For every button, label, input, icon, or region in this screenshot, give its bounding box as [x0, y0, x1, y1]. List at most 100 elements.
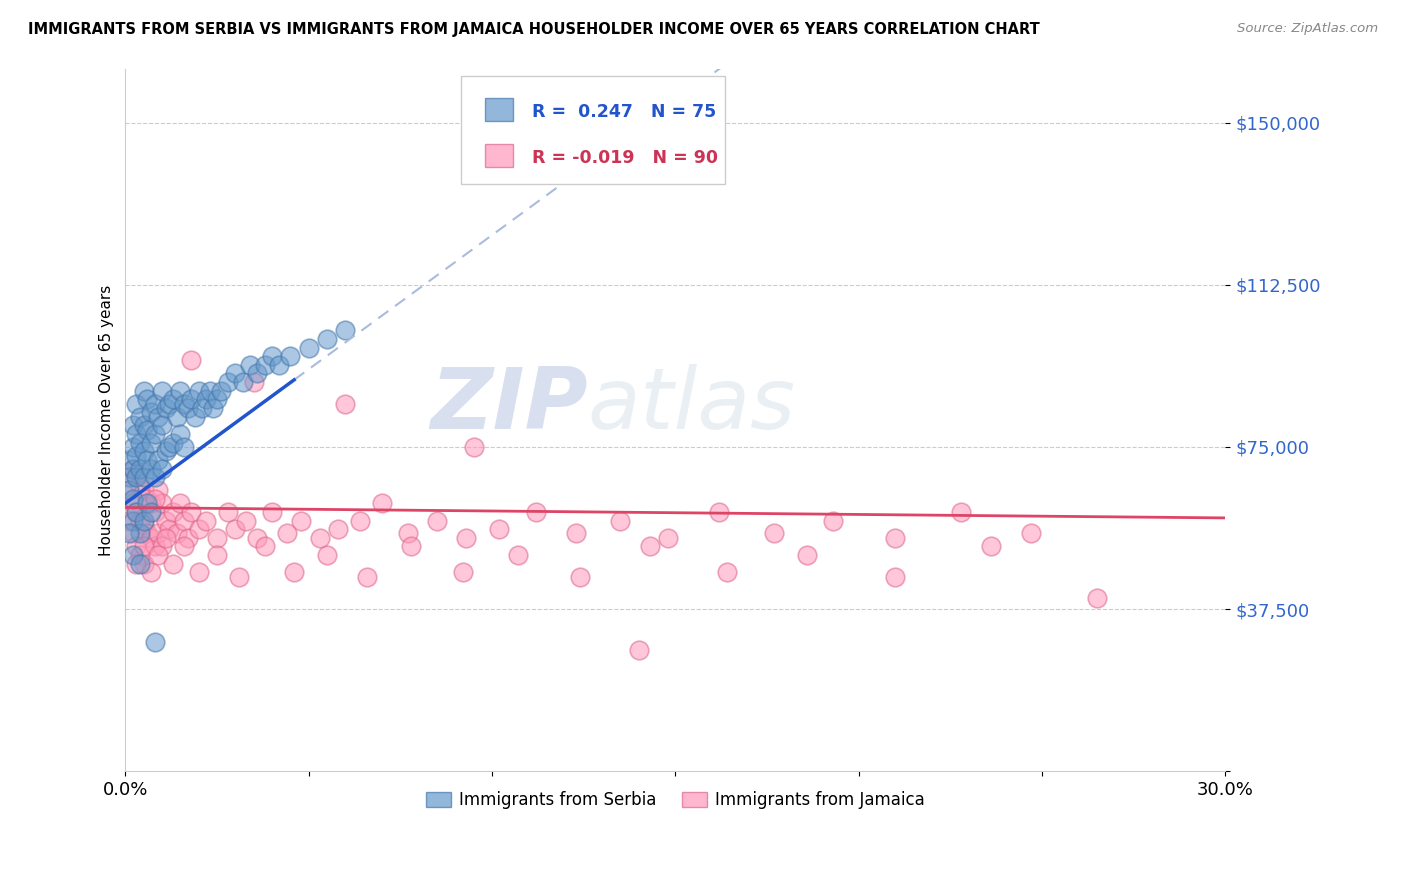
- Point: [180, 392, 202, 407]
- Point: [162, 392, 184, 407]
- Point: [716, 566, 738, 580]
- Point: [136, 526, 159, 541]
- Point: [132, 514, 155, 528]
- Point: [209, 384, 232, 398]
- Point: [326, 522, 349, 536]
- Point: [118, 453, 141, 467]
- Point: [121, 440, 143, 454]
- Point: [129, 548, 152, 562]
- Point: [139, 405, 162, 419]
- Point: [125, 505, 148, 519]
- Point: [125, 470, 148, 484]
- Point: [148, 409, 170, 424]
- Point: [246, 531, 269, 545]
- Point: [132, 470, 155, 484]
- Point: [121, 514, 143, 528]
- Point: [173, 397, 195, 411]
- Point: [195, 514, 218, 528]
- Point: [132, 540, 155, 554]
- Y-axis label: Householder Income Over 65 years: Householder Income Over 65 years: [100, 285, 114, 556]
- Point: [139, 461, 162, 475]
- Point: [205, 548, 228, 562]
- Bar: [485, 98, 513, 121]
- Point: [246, 367, 269, 381]
- Point: [224, 367, 246, 381]
- Point: [132, 557, 155, 571]
- Point: [121, 491, 143, 506]
- Point: [159, 440, 181, 454]
- Point: [139, 531, 162, 545]
- Point: [262, 505, 284, 519]
- Point: [155, 444, 177, 458]
- Point: [657, 531, 679, 545]
- Point: [118, 526, 141, 541]
- Point: [159, 397, 181, 411]
- Point: [136, 453, 159, 467]
- Point: [132, 517, 155, 532]
- Point: [232, 375, 254, 389]
- Point: [132, 444, 155, 458]
- Point: [228, 570, 250, 584]
- Point: [129, 409, 152, 424]
- Point: [121, 548, 143, 562]
- Point: [125, 470, 148, 484]
- Point: [456, 531, 478, 545]
- Text: R =  0.247   N = 75: R = 0.247 N = 75: [533, 103, 717, 121]
- Text: IMMIGRANTS FROM SERBIA VS IMMIGRANTS FROM JAMAICA HOUSEHOLDER INCOME OVER 65 YEA: IMMIGRANTS FROM SERBIA VS IMMIGRANTS FRO…: [28, 22, 1040, 37]
- Point: [155, 531, 177, 545]
- Point: [198, 384, 221, 398]
- Point: [950, 505, 973, 519]
- Point: [143, 470, 166, 484]
- Point: [177, 401, 200, 415]
- Point: [118, 514, 141, 528]
- Point: [125, 427, 148, 442]
- Point: [125, 505, 148, 519]
- Point: [763, 526, 786, 541]
- Point: [349, 514, 371, 528]
- Point: [177, 531, 200, 545]
- Point: [253, 358, 276, 372]
- Point: [155, 514, 177, 528]
- Point: [148, 483, 170, 498]
- Point: [150, 461, 173, 475]
- Point: [139, 496, 162, 510]
- Point: [308, 531, 330, 545]
- Point: [173, 440, 195, 454]
- Point: [243, 375, 266, 389]
- Point: [139, 505, 162, 519]
- Point: [136, 496, 159, 510]
- Text: ZIP: ZIP: [430, 365, 588, 448]
- Point: [143, 540, 166, 554]
- Point: [298, 341, 321, 355]
- Point: [205, 392, 228, 407]
- Point: [136, 491, 159, 506]
- Point: [401, 540, 423, 554]
- Point: [202, 401, 225, 415]
- Point: [356, 570, 378, 584]
- Point: [162, 435, 184, 450]
- Point: [150, 384, 173, 398]
- Point: [371, 496, 394, 510]
- Point: [121, 418, 143, 433]
- Point: [224, 522, 246, 536]
- Point: [609, 514, 631, 528]
- Point: [463, 440, 485, 454]
- Point: [121, 526, 143, 541]
- Point: [132, 418, 155, 433]
- Point: [169, 384, 191, 398]
- Point: [290, 514, 312, 528]
- Point: [1085, 591, 1108, 606]
- Point: [565, 526, 588, 541]
- Point: [180, 505, 202, 519]
- Text: atlas: atlas: [588, 365, 796, 448]
- Point: [316, 332, 339, 346]
- Point: [125, 540, 148, 554]
- Point: [148, 453, 170, 467]
- Point: [136, 423, 159, 437]
- Point: [205, 531, 228, 545]
- Point: [239, 358, 262, 372]
- Point: [316, 548, 339, 562]
- Point: [132, 384, 155, 398]
- Point: [187, 384, 209, 398]
- Point: [796, 548, 818, 562]
